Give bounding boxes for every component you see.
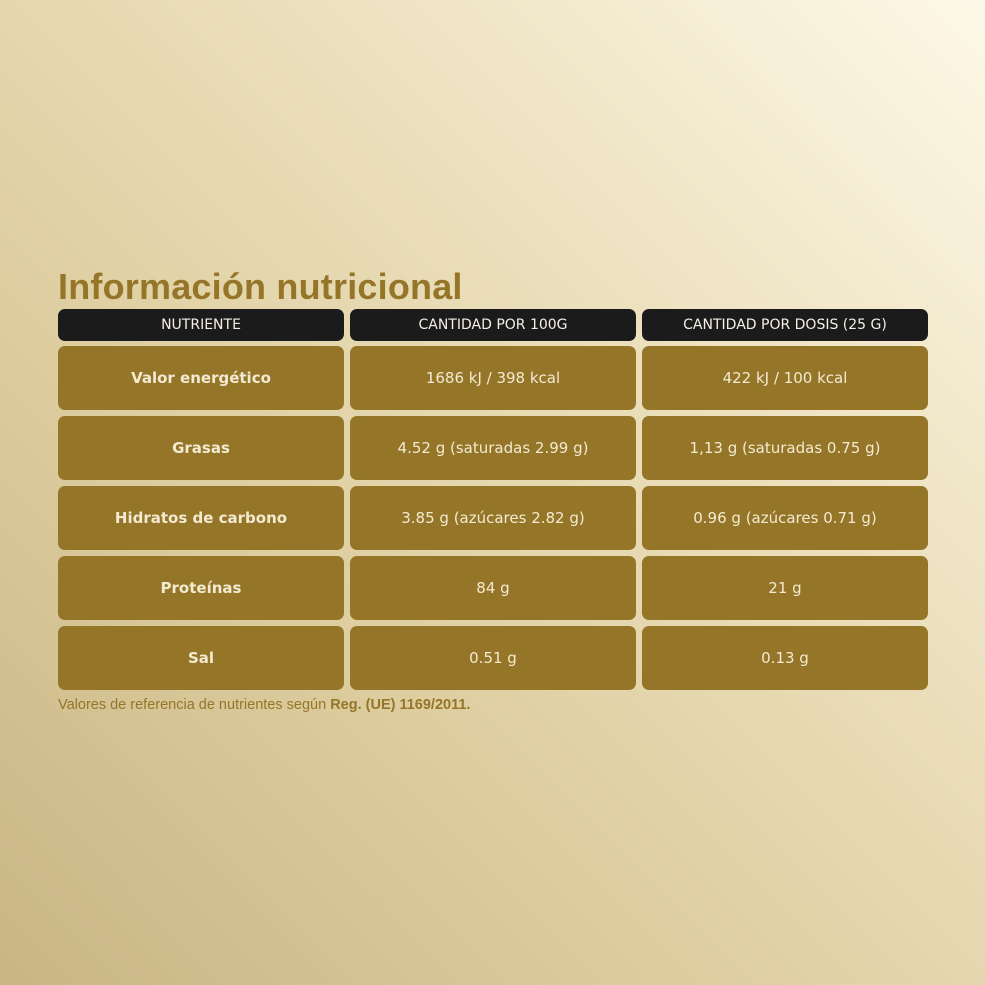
nutrient-cell: Grasas (58, 416, 344, 480)
nutrient-cell: Proteínas (58, 556, 344, 620)
header-per-100g: CANTIDAD POR 100G (350, 309, 636, 341)
per100-cell: 4.52 g (saturadas 2.99 g) (350, 416, 636, 480)
perdose-cell: 1,13 g (saturadas 0.75 g) (642, 416, 928, 480)
page-title: Información nutricional (58, 266, 463, 307)
perdose-cell: 21 g (642, 556, 928, 620)
nutrient-cell: Valor energético (58, 346, 344, 410)
perdose-cell: 0.96 g (azúcares 0.71 g) (642, 486, 928, 550)
footnote: Valores de referencia de nutrientes segú… (58, 697, 470, 713)
per100-cell: 1686 kJ / 398 kcal (350, 346, 636, 410)
footnote-text: Valores de referencia de nutrientes segú… (58, 697, 331, 713)
nutrition-table: NUTRIENTE CANTIDAD POR 100G CANTIDAD POR… (58, 309, 928, 696)
per100-cell: 84 g (350, 556, 636, 620)
footnote-regulation: Reg. (UE) 1169/2011. (330, 697, 471, 713)
per100-cell: 3.85 g (azúcares 2.82 g) (350, 486, 636, 550)
perdose-cell: 0.13 g (642, 626, 928, 690)
header-per-dose: CANTIDAD POR DOSIS (25 G) (642, 309, 928, 341)
header-nutrient: NUTRIENTE (58, 309, 344, 341)
per100-cell: 0.51 g (350, 626, 636, 690)
nutrient-cell: Sal (58, 626, 344, 690)
nutrient-cell: Hidratos de carbono (58, 486, 344, 550)
perdose-cell: 422 kJ / 100 kcal (642, 346, 928, 410)
